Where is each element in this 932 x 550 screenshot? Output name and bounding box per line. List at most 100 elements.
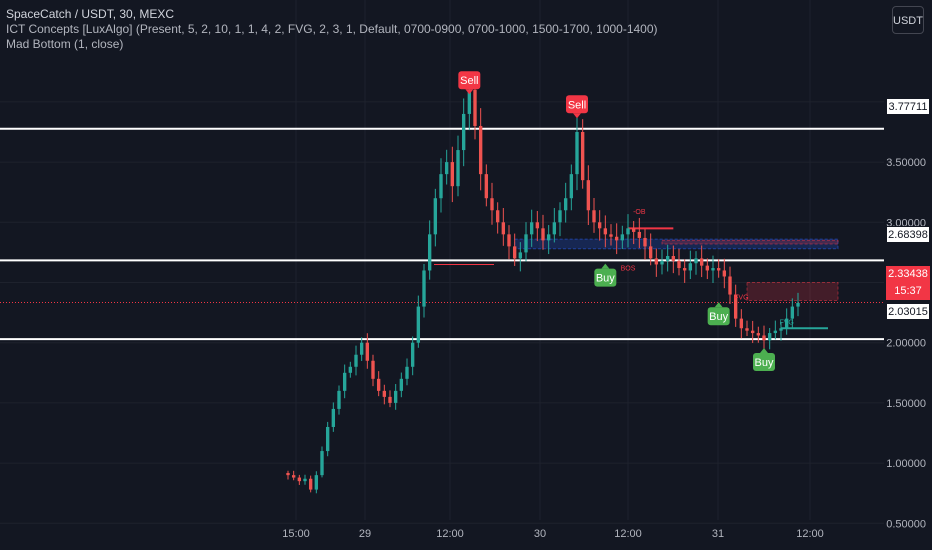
candle-body <box>393 390 398 403</box>
signal-badge <box>566 95 588 114</box>
candle-body <box>739 318 744 329</box>
sell-signal: Sell <box>458 71 481 95</box>
x-tick-label: 15:00 <box>282 528 310 540</box>
candle-body <box>750 330 755 334</box>
chart-legend: SpaceCatch / USDT, 30, MEXC ICT Concepts… <box>6 7 658 52</box>
candle-body <box>682 268 687 271</box>
candle-body <box>784 318 789 329</box>
candle-body <box>535 222 540 229</box>
candle-body <box>286 472 290 476</box>
candle-body <box>779 328 783 331</box>
candle-body <box>552 222 557 235</box>
candle-body <box>733 294 738 319</box>
candle-body <box>541 228 545 241</box>
buy-signal: Buy <box>707 302 730 326</box>
signal-badge <box>707 307 730 326</box>
candle-body <box>501 222 506 235</box>
candle-body <box>762 335 766 341</box>
annotation-label: FVG <box>779 320 793 327</box>
x-tick-label: 12:00 <box>614 528 642 540</box>
candle-body <box>580 132 585 181</box>
signal-badge <box>458 71 481 90</box>
candle-body <box>376 378 381 391</box>
candle-body <box>688 263 693 271</box>
candle-body <box>371 360 375 379</box>
sell-signal: Sell <box>566 95 588 119</box>
candle-body <box>422 270 426 307</box>
signal-pointer <box>465 89 474 95</box>
annotation-label: BOS <box>621 265 636 272</box>
horizontal-levels <box>0 127 884 341</box>
candle-body <box>382 390 387 397</box>
candle-body <box>399 378 404 391</box>
indicator-mad-bottom[interactable]: Mad Bottom (1, close) <box>6 37 124 51</box>
signal-pointer <box>601 263 610 269</box>
x-tick-label: 12:00 <box>796 528 824 540</box>
signal-badge <box>594 268 617 287</box>
candle-body <box>484 174 489 199</box>
candle-body <box>597 222 602 229</box>
price-tag-countdown: 15:37 <box>886 283 930 300</box>
buy-signal: Buy <box>753 347 775 371</box>
candle-body <box>439 174 443 199</box>
annotation-label: FVG <box>734 294 748 301</box>
candle-body <box>467 89 472 114</box>
signal-pointer <box>573 113 581 119</box>
candle-body <box>767 333 772 341</box>
annotations: -OB FVG FVG BOS <box>621 209 794 327</box>
candle-body <box>456 150 460 187</box>
candle-body <box>365 342 370 361</box>
candle-body <box>518 252 523 259</box>
currency-button[interactable]: USDT <box>892 6 924 34</box>
candle-body <box>303 478 307 482</box>
candle-body <box>473 89 477 126</box>
candle-body <box>342 372 347 391</box>
candle-body <box>620 234 625 241</box>
candle-body <box>314 475 319 490</box>
grid <box>0 0 884 524</box>
signal-badge <box>753 352 775 371</box>
signal-label: Buy <box>596 273 615 285</box>
signal-label: Sell <box>460 75 478 87</box>
candle-body <box>461 113 466 151</box>
price-tag-level-mid: 2.68398 <box>886 226 930 243</box>
signals: Sell Sell Buy Buy Buy <box>458 71 775 371</box>
time-axis[interactable]: 15:00 29 12:00 30 12:00 31 12:00 <box>282 528 824 540</box>
candle-body <box>546 234 551 241</box>
signal-pointer <box>714 302 723 308</box>
candle-body <box>603 228 608 235</box>
indicator-ict-concepts[interactable]: ICT Concepts [LuxAlgo] (Present, 5, 2, 1… <box>6 22 658 36</box>
y-tick-label: 1.00000 <box>886 458 926 470</box>
x-tick-label: 30 <box>534 528 546 540</box>
candle-body <box>410 342 415 367</box>
candle-body <box>711 268 715 271</box>
candle-body <box>507 234 511 247</box>
candle-body <box>665 256 670 261</box>
candle-body <box>728 276 732 295</box>
candle-body <box>671 256 676 261</box>
candle-body <box>677 260 681 269</box>
candle-body <box>325 426 330 452</box>
candle-body <box>405 366 409 379</box>
candle-body <box>654 258 659 265</box>
candle-body <box>444 162 449 175</box>
candle-body <box>308 478 313 490</box>
candle-body <box>745 328 749 331</box>
candle-body <box>388 396 392 403</box>
zone <box>661 239 839 245</box>
candle-body <box>796 302 800 307</box>
y-tick-label: 2.00000 <box>886 338 926 350</box>
candle-body <box>648 246 653 259</box>
buy-signal: Buy <box>594 263 617 287</box>
candle-body <box>359 342 364 355</box>
zone <box>746 282 839 302</box>
symbol-title[interactable]: SpaceCatch / USDT, 30, MEXC <box>6 7 175 21</box>
candle-body <box>790 306 795 319</box>
candle-body <box>643 237 647 247</box>
candles <box>286 71 800 494</box>
candle-body <box>756 333 761 336</box>
signal-label: Buy <box>709 311 728 323</box>
y-tick-label: 1.50000 <box>886 398 926 410</box>
x-tick-label: 31 <box>712 528 724 540</box>
